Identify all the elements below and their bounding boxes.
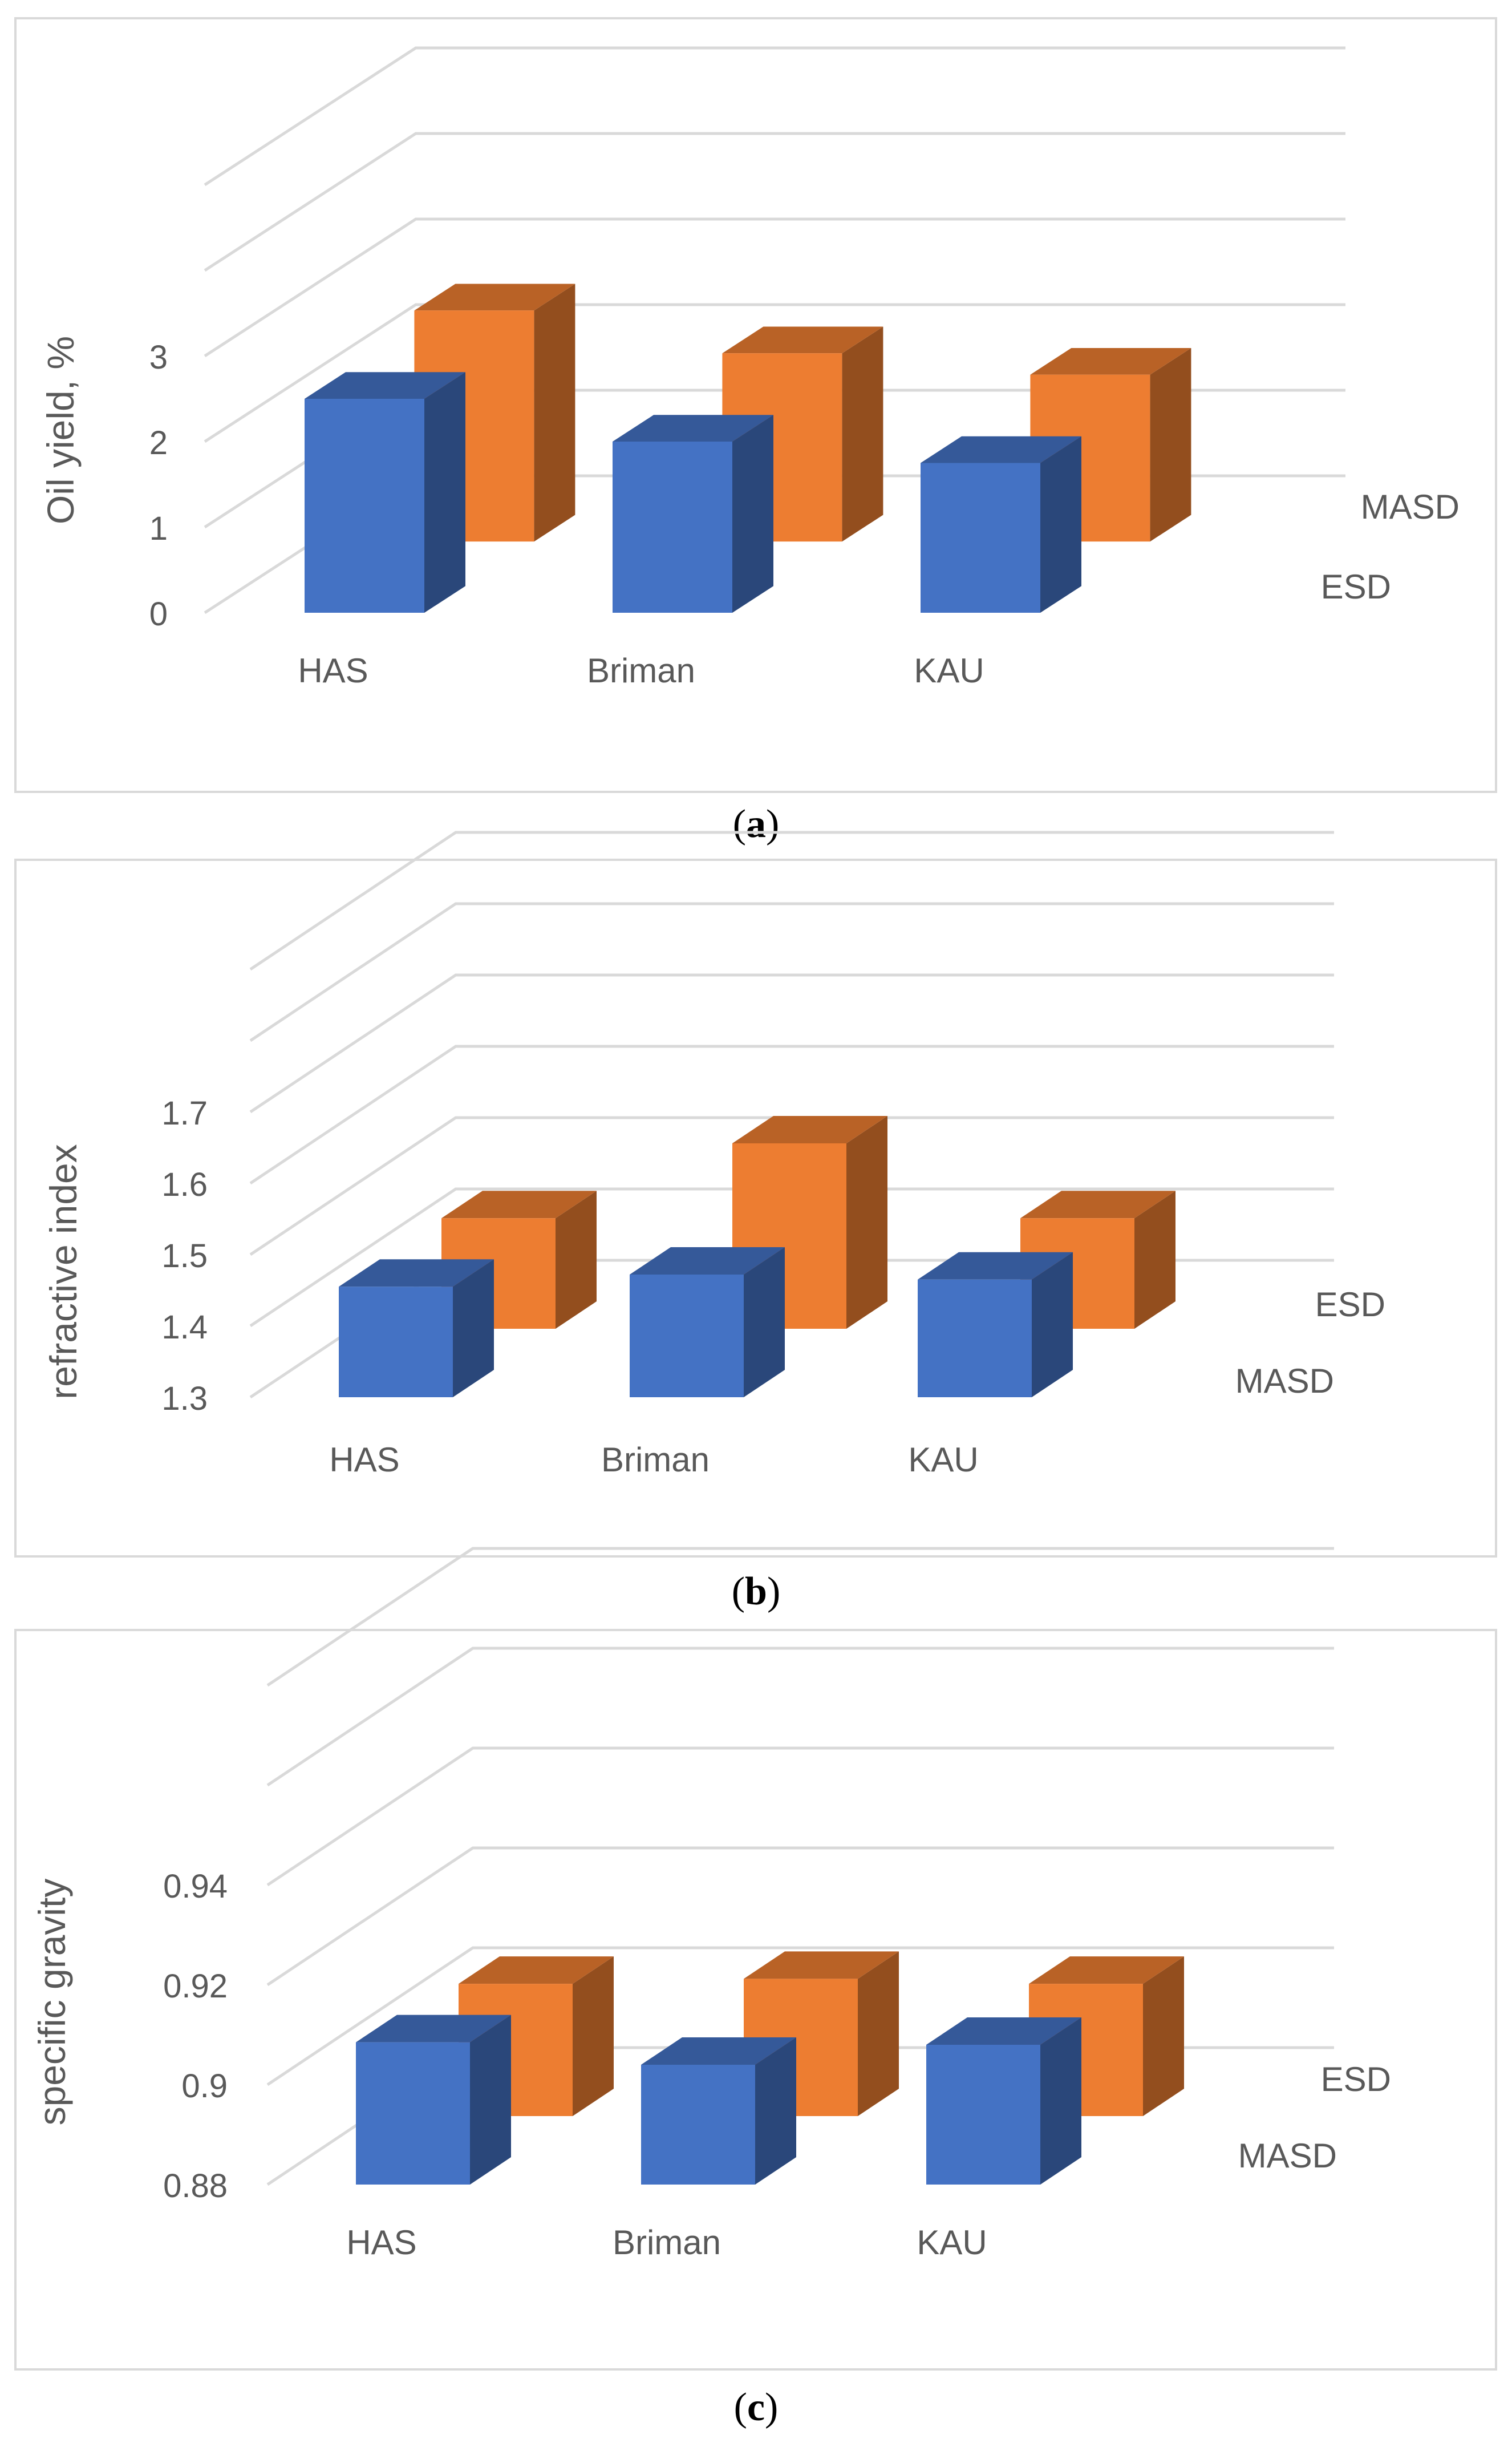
bar-esd-briman: [744, 1951, 899, 2116]
category-label: KAU: [917, 2223, 987, 2262]
bar-chart-3d-oil-yield: 0 1 2 3 Oil yield, % HAS Briman KAU ESD MASD: [39, 46, 1460, 690]
gridline: [249, 973, 1334, 1114]
bar-masd-has: [356, 2015, 511, 2185]
bar-masd-has: [339, 1259, 494, 1397]
y-tick-label: 3: [149, 339, 168, 376]
y-tick-label: 1.6: [161, 1166, 208, 1203]
category-label: KAU: [908, 1441, 978, 1479]
y-axis-title: specific gravity: [31, 1879, 73, 2126]
bar-masd-kau: [926, 2017, 1081, 2185]
gridline: [266, 1647, 1334, 1787]
caption-b: (b): [731, 1570, 781, 1613]
y-tick-label: 2: [149, 424, 168, 462]
caption-c-letter: c: [747, 2385, 765, 2429]
category-label: Briman: [601, 1441, 710, 1479]
category-label: Briman: [613, 2223, 721, 2262]
bar-masd-kau: [918, 1252, 1073, 1397]
y-tick-label: 1.4: [161, 1309, 208, 1346]
gridline: [266, 1846, 1334, 1987]
bar-esd-briman: [613, 415, 773, 613]
gridline: [266, 1547, 1334, 1687]
bar-esd-briman: [732, 1116, 887, 1329]
caption-b-letter: b: [745, 1570, 767, 1613]
y-tick-label: 0.92: [163, 1968, 228, 2005]
bar-esd-has: [441, 1191, 597, 1329]
gridline: [249, 831, 1334, 971]
series-label: MASD: [1238, 2137, 1337, 2175]
gridline: [204, 303, 1345, 443]
gridline: [266, 1746, 1334, 1887]
chart-panel-a: 0 1 2 3 Oil yield, % HAS Briman KAU ESD MASD: [14, 17, 1497, 793]
series-label: ESD: [1321, 568, 1391, 606]
bar-esd-kau: [1020, 1191, 1175, 1329]
y-axis-title: Oil yield, %: [39, 336, 82, 524]
gridline: [249, 1045, 1334, 1185]
bar-masd-briman: [641, 2037, 796, 2185]
y-tick-label: 0.88: [163, 2167, 228, 2205]
gridline: [204, 46, 1345, 187]
y-tick-label: 0: [149, 596, 168, 633]
bar-esd-has: [305, 372, 465, 613]
chart-panel-b: 1.3 1.4 1.5 1.6 1.7 refractive index HAS Briman…: [14, 831, 1497, 1558]
series-label: MASD: [1235, 1362, 1334, 1400]
y-tick-label: 0.9: [181, 2068, 228, 2105]
y-tick-label: 1.7: [161, 1095, 208, 1132]
bar-esd-kau: [921, 436, 1081, 613]
bar-chart-3d-refractive-index: 1.3 1.4 1.5 1.6 1.7 refractive index HAS Briman…: [42, 831, 1385, 1479]
gridline: [204, 132, 1345, 272]
caption-a-letter: a: [746, 802, 766, 846]
series-label: ESD: [1321, 2060, 1391, 2098]
gridline: [249, 902, 1334, 1042]
bar-masd-briman: [722, 326, 883, 542]
series-label: MASD: [1361, 488, 1460, 526]
series-label: ESD: [1315, 1285, 1385, 1324]
gridline: [249, 1187, 1334, 1328]
gridline: [249, 1116, 1334, 1256]
category-label: KAU: [914, 652, 984, 690]
bar-masd-has: [414, 284, 575, 542]
gridline: [204, 217, 1345, 358]
category-label: Briman: [587, 652, 695, 690]
y-tick-label: 0.94: [163, 1868, 228, 1905]
y-tick-label: 1.5: [161, 1237, 208, 1275]
y-tick-label: 1.3: [161, 1380, 208, 1417]
bar-masd-briman: [630, 1247, 785, 1397]
category-label: HAS: [329, 1441, 399, 1479]
y-tick-label: 1: [149, 510, 168, 547]
category-label: HAS: [346, 2223, 416, 2262]
gridline: [266, 1946, 1334, 2086]
chart-panel-c: 0.88 0.9 0.92 0.94 specific gravity HAS Briman…: [14, 1547, 1497, 2371]
caption-c: (c): [733, 2385, 779, 2429]
y-axis-title: refractive index: [42, 1144, 84, 1400]
bar-chart-3d-specific-gravity: 0.88 0.9 0.92 0.94 specific gravity HAS Briman…: [31, 1547, 1391, 2262]
category-label: HAS: [298, 652, 368, 690]
caption-a: (a): [732, 802, 780, 846]
